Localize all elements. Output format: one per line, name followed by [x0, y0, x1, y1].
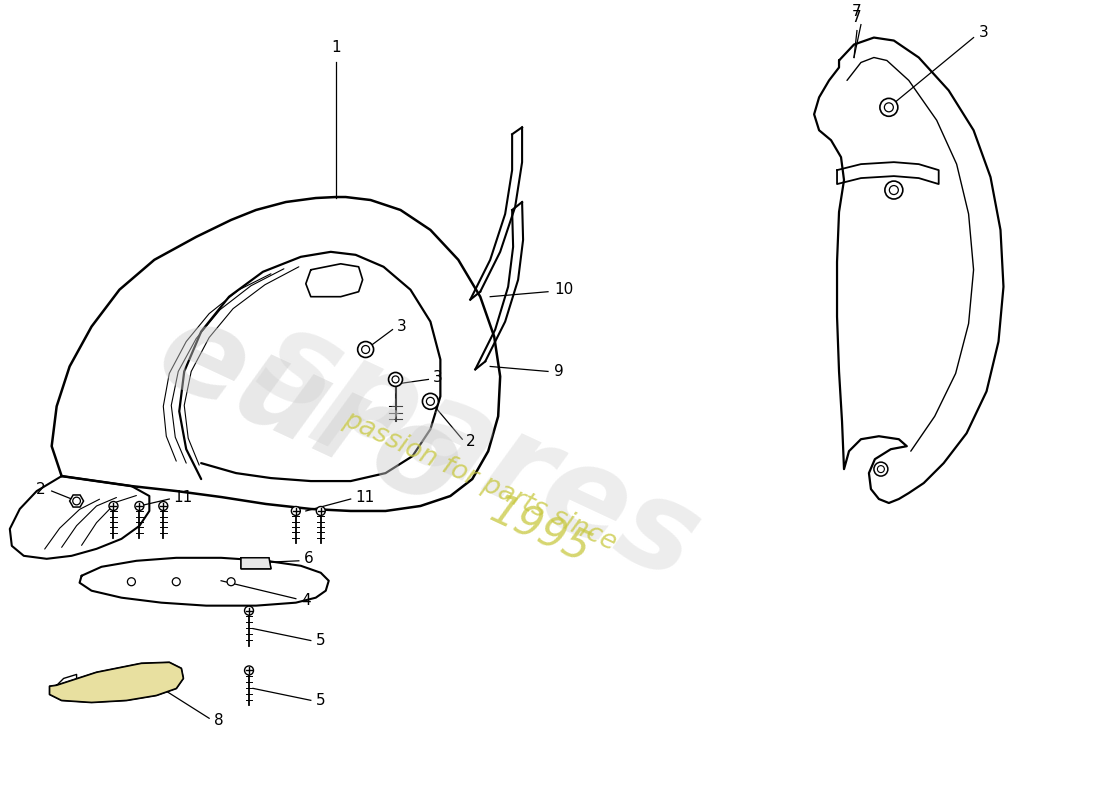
Text: 7: 7 [852, 10, 861, 25]
Circle shape [158, 502, 168, 510]
Polygon shape [50, 662, 184, 702]
Text: 3: 3 [396, 319, 406, 334]
Polygon shape [69, 495, 84, 507]
Text: 5: 5 [316, 693, 326, 708]
Text: 3: 3 [432, 370, 442, 385]
Circle shape [109, 502, 118, 510]
Text: euro: euro [140, 289, 482, 534]
Text: 7: 7 [852, 4, 861, 18]
Circle shape [317, 506, 326, 515]
Text: 5: 5 [316, 633, 326, 648]
Circle shape [388, 373, 403, 386]
Text: spares: spares [242, 298, 718, 605]
Circle shape [422, 394, 439, 410]
Text: 6: 6 [304, 551, 313, 566]
Text: 4: 4 [300, 593, 310, 608]
Text: 1995: 1995 [483, 490, 597, 572]
Circle shape [880, 98, 898, 116]
Text: 11: 11 [355, 490, 375, 505]
Circle shape [884, 181, 903, 199]
Circle shape [227, 578, 235, 586]
Text: 11: 11 [174, 490, 192, 505]
Circle shape [873, 462, 888, 476]
Polygon shape [241, 558, 271, 569]
Circle shape [292, 506, 300, 515]
Circle shape [358, 342, 374, 358]
Text: 2: 2 [466, 434, 476, 449]
Circle shape [244, 606, 253, 615]
Text: 1: 1 [331, 39, 341, 54]
Text: 8: 8 [214, 713, 223, 728]
Text: 3: 3 [979, 25, 988, 40]
Circle shape [173, 578, 180, 586]
Circle shape [244, 666, 253, 675]
Circle shape [135, 502, 144, 510]
Text: 9: 9 [554, 364, 563, 379]
Text: 2: 2 [36, 482, 46, 497]
Text: 10: 10 [554, 282, 573, 298]
Circle shape [128, 578, 135, 586]
Text: passion for parts since: passion for parts since [340, 406, 622, 556]
